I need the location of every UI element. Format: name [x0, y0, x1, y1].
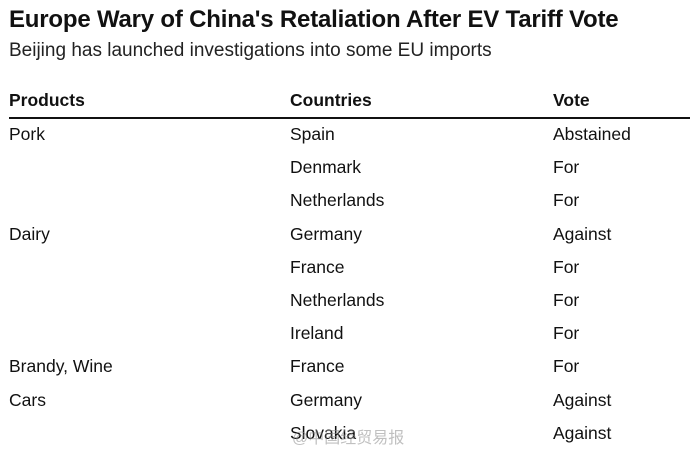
table-row: Netherlands For: [9, 285, 690, 318]
product-cell: Cars: [9, 389, 46, 410]
country-cell: Germany: [290, 223, 362, 244]
table-row: Ireland For: [9, 318, 690, 351]
watermark: @中国经贸易报: [292, 430, 405, 447]
product-cell: Brandy, Wine: [9, 356, 113, 377]
vote-cell: Against: [553, 223, 612, 244]
vote-cell: Against: [553, 422, 612, 443]
country-cell: Spain: [290, 124, 335, 144]
table-header: Products Countries Vote: [9, 86, 690, 119]
table-row: Cars Germany Against: [9, 385, 690, 418]
country-cell: Denmark: [290, 157, 361, 178]
table-row: Dairy Germany Against: [9, 219, 690, 252]
vote-cell: For: [553, 323, 580, 344]
column-header-vote: Vote: [553, 90, 590, 110]
table-body: Pork Spain Abstained Denmark For Netherlands F…: [9, 119, 690, 451]
vote-cell: For: [553, 157, 580, 178]
page-title: Europe Wary of China's Retaliation After…: [9, 6, 619, 33]
table-row: Netherlands For: [9, 185, 690, 218]
product-cell: Dairy: [9, 223, 50, 244]
vote-cell: Abstained: [553, 124, 631, 144]
table-row: Slovakia Against: [9, 418, 690, 451]
page-subtitle: Beijing has launched investigations into…: [9, 40, 492, 61]
country-cell: Netherlands: [290, 190, 385, 211]
table-row: France For: [9, 252, 690, 285]
votes-table: Products Countries Vote Pork Spain Abstain…: [9, 86, 690, 451]
table-row: Brandy, Wine France For: [9, 351, 690, 384]
vote-cell: For: [553, 190, 580, 211]
product-cell: Pork: [9, 124, 45, 144]
vote-cell: Against: [553, 389, 612, 410]
vote-cell: For: [553, 256, 580, 277]
country-cell: Ireland: [290, 323, 344, 344]
vote-cell: For: [553, 356, 580, 377]
country-cell: France: [290, 256, 345, 277]
country-cell: France: [290, 356, 345, 377]
country-cell: Slovakia: [290, 422, 357, 443]
table-row: Denmark For: [9, 152, 690, 185]
country-cell: Netherlands: [290, 289, 385, 310]
column-header-products: Products: [9, 90, 85, 110]
column-header-countries: Countries: [290, 90, 372, 110]
country-cell: Germany: [290, 389, 362, 410]
table-row: Pork Spain Abstained: [9, 119, 690, 152]
vote-cell: For: [553, 289, 580, 310]
